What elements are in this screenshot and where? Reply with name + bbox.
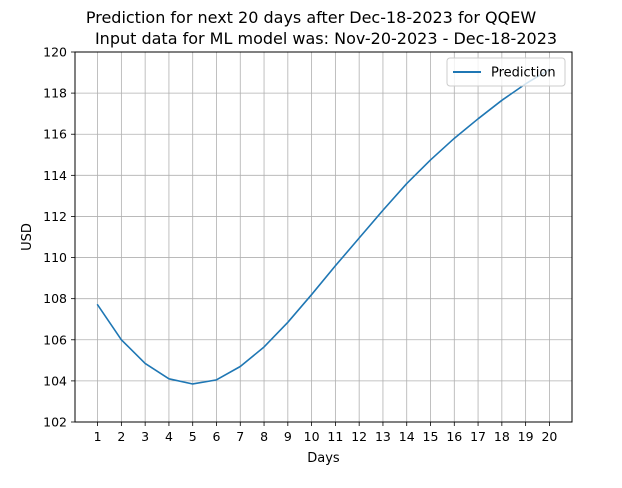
x-tick-label: 8 [260, 429, 268, 444]
x-tick-label: 13 [375, 429, 391, 444]
legend-label: Prediction [491, 66, 556, 81]
x-tick-label: 18 [494, 429, 510, 444]
x-tick-label: 6 [213, 429, 221, 444]
plot-frame [74, 51, 573, 423]
x-tick-label: 19 [518, 429, 534, 444]
x-tick-label: 14 [399, 429, 415, 444]
x-tick-label: 9 [284, 429, 292, 444]
chart-title: Prediction for next 20 days after Dec-18… [86, 8, 536, 27]
y-tick-label: 116 [43, 127, 67, 142]
x-tick-label: 2 [117, 429, 125, 444]
y-tick-label: 104 [43, 373, 67, 388]
x-tick-label: 3 [141, 429, 149, 444]
y-tick-label: 102 [43, 415, 67, 430]
y-tick-label: 108 [43, 291, 67, 306]
series-layer [96, 68, 551, 385]
y-tick-label: 106 [43, 332, 67, 347]
x-tick-label: 20 [541, 429, 557, 444]
x-tick-label: 11 [327, 429, 343, 444]
x-tick-label: 5 [189, 429, 197, 444]
y-tick-label: 110 [43, 250, 67, 265]
x-tick-label: 12 [351, 429, 367, 444]
x-tick-label: 16 [446, 429, 462, 444]
x-axis-label: Days [307, 451, 340, 466]
chart-subtitle: Input data for ML model was: Nov-20-2023… [95, 29, 557, 48]
x-tick-label: 7 [236, 429, 244, 444]
x-tick-label: 10 [304, 429, 320, 444]
legend: Prediction [446, 57, 566, 87]
tick-layer: 1 2 3 4 5 6 7 8 9 10 11 12 13 14 15 16 17 18 19 20102104106… [43, 45, 557, 445]
series-line-prediction [96, 68, 551, 385]
x-tick-label: 17 [470, 429, 486, 444]
y-tick-label: 120 [43, 45, 67, 60]
x-tick-label: 4 [165, 429, 173, 444]
y-tick-label: 118 [43, 86, 67, 101]
grid-layer [75, 51, 572, 423]
legend-box [446, 57, 566, 87]
y-tick-label: 112 [43, 209, 67, 224]
y-tick-label: 114 [43, 168, 67, 183]
x-tick-label: 15 [423, 429, 439, 444]
y-axis-label: USD [20, 223, 35, 251]
x-tick-label: 1 [94, 429, 102, 444]
